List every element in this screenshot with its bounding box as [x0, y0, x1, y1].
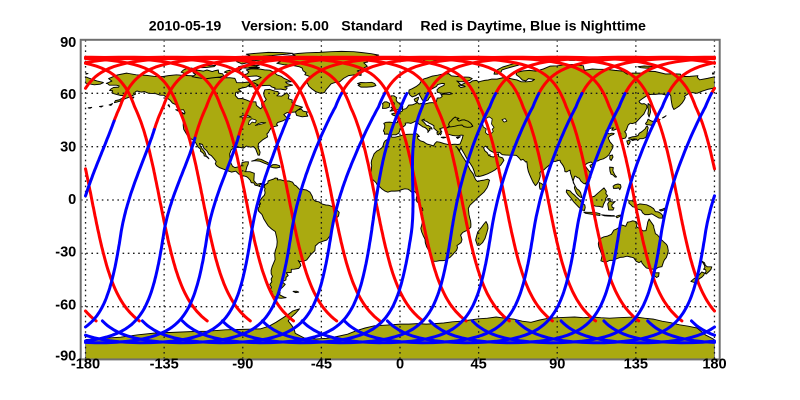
svg-text:Standard: Standard — [341, 19, 403, 35]
svg-text:30: 30 — [60, 140, 76, 156]
svg-text:0: 0 — [396, 357, 404, 373]
svg-text:45: 45 — [470, 357, 486, 373]
svg-text:0: 0 — [68, 192, 76, 208]
svg-text:-135: -135 — [150, 357, 179, 373]
svg-text:Version: 5.00: Version: 5.00 — [241, 19, 329, 35]
svg-text:60: 60 — [60, 87, 76, 103]
svg-text:2010-05-19: 2010-05-19 — [149, 19, 222, 35]
svg-text:-60: -60 — [55, 297, 76, 313]
svg-text:180: 180 — [702, 357, 726, 373]
svg-text:-90: -90 — [55, 348, 76, 364]
svg-text:-180: -180 — [71, 357, 100, 373]
svg-text:Red is Daytime, Blue is Nightt: Red is Daytime, Blue is Nighttime — [420, 19, 646, 35]
svg-text:-30: -30 — [55, 245, 76, 261]
svg-text:90: 90 — [549, 357, 565, 373]
svg-text:90: 90 — [60, 35, 76, 51]
svg-text:135: 135 — [624, 357, 648, 373]
svg-text:-45: -45 — [311, 357, 332, 373]
svg-text:-90: -90 — [232, 357, 253, 373]
